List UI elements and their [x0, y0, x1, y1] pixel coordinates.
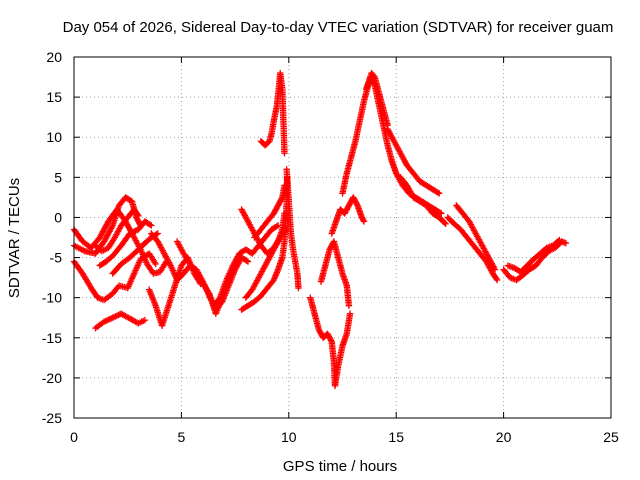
series-arc-k — [210, 222, 282, 309]
data-point — [353, 200, 361, 208]
data-point — [105, 316, 112, 323]
y-tick-label: -5 — [50, 250, 63, 266]
series-arc-d — [92, 206, 142, 255]
series-arc-e — [96, 218, 155, 269]
x-tick-label: 25 — [603, 429, 619, 445]
series-arc-f — [92, 310, 149, 332]
data-point — [148, 222, 155, 229]
data-point — [103, 317, 111, 324]
series-arc-q — [283, 166, 302, 292]
tick-labels: 0 5 10 15 20 25 20 15 10 5 0 -5 -10 -15 -20 -25 — [42, 49, 619, 445]
series-arc-ab — [504, 236, 563, 276]
x-axis-label: GPS time / hours — [283, 458, 397, 475]
data-point — [493, 275, 500, 282]
series-arc-z — [453, 202, 499, 273]
chart-title: Day 054 of 2026, Sidereal Day-to-day VTE… — [63, 19, 614, 36]
series-arc-t — [328, 194, 368, 237]
data-point — [244, 258, 252, 265]
data-point — [327, 337, 335, 344]
data-point — [556, 236, 563, 244]
data-point — [112, 313, 119, 320]
data-point — [435, 190, 443, 197]
data-point — [493, 276, 501, 284]
data-point — [130, 228, 138, 235]
series-arc-h — [148, 230, 252, 313]
x-tick-label: 15 — [388, 429, 404, 445]
plot-frame — [73, 56, 612, 419]
data-point — [281, 150, 288, 157]
y-axis-label: SDTVAR / TECUs — [6, 178, 23, 298]
data-point — [113, 312, 121, 319]
series-arc-v — [362, 73, 445, 217]
y-tick-label: -15 — [42, 330, 62, 346]
data-point — [129, 228, 136, 236]
data-point — [108, 315, 115, 322]
data-point — [370, 80, 378, 87]
data-point — [346, 310, 354, 317]
series-arc-x — [397, 174, 449, 228]
series-arc-p — [257, 69, 288, 157]
series-arc-w — [384, 126, 443, 197]
y-tick-label: 15 — [46, 89, 62, 105]
series-arc-y — [444, 214, 501, 284]
data-point — [102, 317, 109, 325]
data-point — [438, 210, 445, 217]
y-tick-label: 10 — [46, 129, 62, 145]
data-point — [278, 195, 285, 202]
data-point — [141, 316, 149, 324]
data-point — [146, 221, 154, 228]
x-tick-label: 20 — [496, 429, 512, 445]
data-point — [436, 209, 444, 216]
data-point — [345, 302, 353, 309]
data-point — [108, 223, 116, 231]
data-point — [135, 212, 142, 220]
y-tick-label: -20 — [42, 370, 62, 386]
data-point — [441, 219, 448, 226]
data-point — [152, 260, 159, 268]
data-point — [442, 220, 449, 228]
data-point — [295, 284, 302, 292]
data-point — [273, 223, 280, 230]
x-tick-label: 10 — [281, 429, 297, 445]
x-tick-label: 5 — [178, 429, 186, 445]
data-point — [128, 229, 135, 237]
data-point — [110, 313, 118, 321]
series-arc-c — [70, 250, 159, 304]
y-tick-label: 20 — [46, 49, 62, 65]
data-point — [491, 266, 499, 273]
data-point — [132, 227, 139, 235]
data-series — [70, 69, 570, 390]
series-arc-r — [307, 294, 354, 390]
data-point — [100, 318, 108, 325]
data-point — [243, 257, 250, 264]
series-arc-aa — [500, 238, 570, 284]
data-point — [554, 237, 562, 245]
data-point — [360, 218, 368, 225]
data-point — [562, 239, 570, 247]
series-arc-s — [317, 238, 353, 309]
data-point — [106, 315, 113, 323]
data-point — [154, 230, 161, 237]
x-tick-label: 0 — [70, 429, 78, 445]
data-point — [360, 216, 367, 224]
data-point — [134, 211, 141, 218]
y-tick-label: 5 — [54, 169, 62, 185]
y-tick-label: 0 — [54, 209, 62, 225]
data-point — [109, 314, 116, 321]
series-arc-o — [251, 182, 288, 241]
y-tick-label: -10 — [42, 290, 62, 306]
y-tick-label: -25 — [42, 410, 62, 426]
data-point — [434, 189, 442, 196]
data-point — [126, 230, 134, 237]
